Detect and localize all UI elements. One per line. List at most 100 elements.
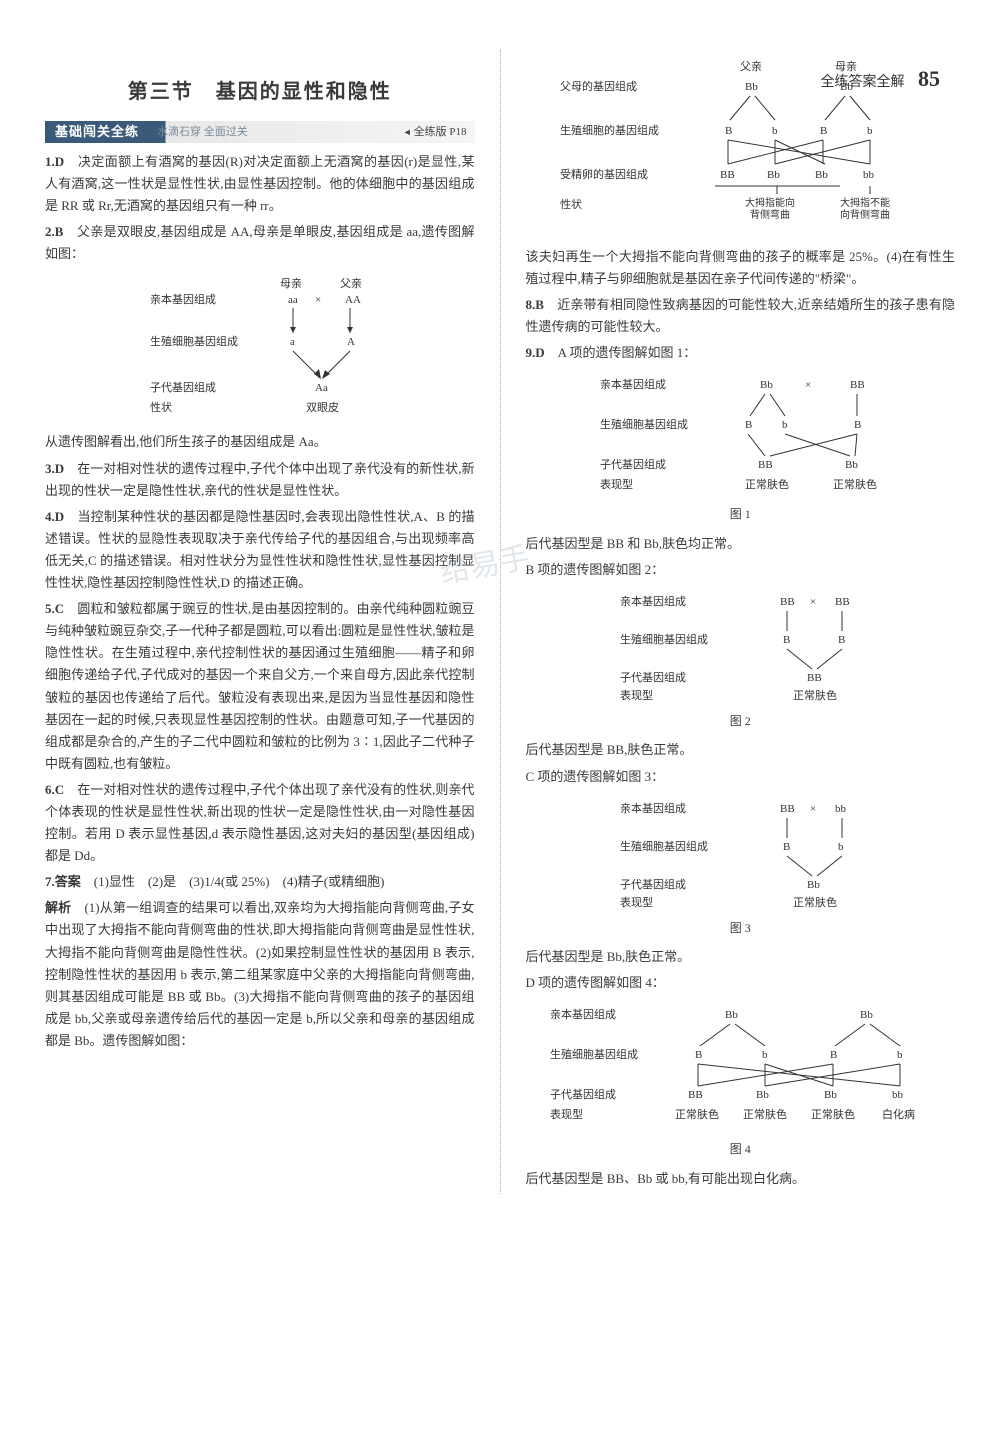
svg-text:背侧弯曲: 背侧弯曲 <box>750 208 790 221</box>
section-title: 第三节 基因的显性和隐性 <box>45 75 475 109</box>
page-body: 第三节 基因的显性和隐性 基础闯关全练 水滴石穿 全面过关 全练版 P18 1.… <box>0 0 1000 1234</box>
svg-text:B: B <box>783 841 790 853</box>
svg-text:B: B <box>830 1049 837 1061</box>
svg-text:BB: BB <box>780 596 795 608</box>
genetics-diagram-9d: 亲本基因组成 Bb Bb 生殖细胞基因组成 B b B b 子代基因组成 BB … <box>526 1002 956 1159</box>
svg-text:Bb: Bb <box>725 1009 738 1021</box>
svg-text:正常肤色: 正常肤色 <box>833 477 877 491</box>
svg-text:Aa: Aa <box>315 382 328 394</box>
svg-text:Bb: Bb <box>845 459 858 471</box>
svg-text:生殖细胞的基因组成: 生殖细胞的基因组成 <box>560 123 659 137</box>
svg-text:×: × <box>810 803 816 815</box>
svg-text:大拇指能向: 大拇指能向 <box>745 196 795 209</box>
q9c-tail: 后代基因型是 Bb,肤色正常。 <box>526 946 956 968</box>
svg-text:BB: BB <box>807 672 822 684</box>
svg-text:表现型: 表现型 <box>620 895 653 909</box>
svg-text:B: B <box>838 634 845 646</box>
svg-text:B: B <box>745 419 752 431</box>
q9b-tail: 后代基因型是 BB,肤色正常。 <box>526 739 956 761</box>
q9b-intro: B 项的遗传图解如图 2： <box>526 559 956 581</box>
svg-text:BB: BB <box>835 596 850 608</box>
q9d-tail: 后代基因型是 BB、Bb 或 bb,有可能出现白化病。 <box>526 1168 956 1190</box>
answer-item-9: 9.D A 项的遗传图解如图 1： <box>526 342 956 364</box>
answer-item-5: 5.C 圆粒和皱粒都属于豌豆的性状,是由基因控制的。由亲代纯种圆粒豌豆与纯种皱粒… <box>45 598 475 775</box>
svg-text:子代基因组成: 子代基因组成 <box>620 877 686 891</box>
svg-text:子代基因组成: 子代基因组成 <box>620 670 686 684</box>
svg-text:b: b <box>772 125 778 137</box>
genetics-diagram-9a: 亲本基因组成 Bb × BB 生殖细胞基因组成 B b B 子代基因组成 BB … <box>526 372 956 524</box>
answer-item-1: 1.D 决定面额上有酒窝的基因(R)对决定面额上无酒窝的基因(r)是显性,某人有… <box>45 151 475 217</box>
svg-text:向背侧弯曲: 向背侧弯曲 <box>840 208 890 221</box>
left-column: 第三节 基因的显性和隐性 基础闯关全练 水滴石穿 全面过关 全练版 P18 1.… <box>45 50 475 1194</box>
svg-text:父亲: 父亲 <box>740 59 762 73</box>
svg-text:生殖细胞基因组成: 生殖细胞基因组成 <box>620 632 708 646</box>
svg-text:a: a <box>290 336 295 348</box>
q9c-intro: C 项的遗传图解如图 3： <box>526 766 956 788</box>
svg-text:B: B <box>820 125 827 137</box>
svg-text:Bb: Bb <box>756 1089 769 1101</box>
svg-text:生殖细胞基因组成: 生殖细胞基因组成 <box>150 334 238 348</box>
svg-text:BB: BB <box>720 169 735 181</box>
svg-text:bb: bb <box>835 803 847 815</box>
svg-text:b: b <box>782 419 788 431</box>
svg-text:aa: aa <box>288 294 298 306</box>
svg-text:正常肤色: 正常肤色 <box>745 477 789 491</box>
answer-item-7-analysis: 解析 (1)从第一组调查的结果可以看出,双亲均为大拇指能向背侧弯曲,子女中出现了… <box>45 897 475 1052</box>
svg-text:正常肤色: 正常肤色 <box>811 1107 855 1121</box>
column-divider <box>500 50 501 1194</box>
svg-text:表现型: 表现型 <box>550 1107 583 1121</box>
banner-label: 基础闯关全练 <box>45 121 149 143</box>
q9a-tail: 后代基因型是 BB 和 Bb,肤色均正常。 <box>526 533 956 555</box>
svg-text:亲本基因组成: 亲本基因组成 <box>550 1007 616 1021</box>
svg-text:亲本基因组成: 亲本基因组成 <box>620 594 686 608</box>
svg-text:×: × <box>315 294 321 306</box>
svg-text:母亲: 母亲 <box>280 276 302 290</box>
answer-item-3: 3.D 在一对相对性状的遗传过程中,子代个体中出现了亲代没有的新性状,新出现的性… <box>45 458 475 502</box>
answer-item-2: 2.B 父亲是双眼皮,基因组成是 AA,母亲是单眼皮,基因组成是 aa,遗传图解… <box>45 221 475 265</box>
svg-text:×: × <box>805 379 811 391</box>
svg-text:性状: 性状 <box>560 197 582 211</box>
fig-caption: 图 2 <box>526 711 956 731</box>
genetics-diagram-q2: 母亲 父亲 亲本基因组成 aa × AA 生殖细胞基因组成 a A 子代基因组成… <box>45 273 475 423</box>
answer-item-6: 6.C 在一对相对性状的遗传过程中,子代个体出现了亲代没有的性状,则亲代个体表现… <box>45 779 475 867</box>
svg-text:BB: BB <box>850 379 865 391</box>
svg-text:BB: BB <box>688 1089 703 1101</box>
page-header: 全练答案全解 85 <box>821 60 941 97</box>
svg-text:B: B <box>783 634 790 646</box>
fig-caption: 图 3 <box>526 918 956 938</box>
svg-text:正常肤色: 正常肤色 <box>793 688 837 702</box>
svg-text:B: B <box>725 125 732 137</box>
svg-text:表现型: 表现型 <box>600 477 633 491</box>
svg-text:子代基因组成: 子代基因组成 <box>550 1087 616 1101</box>
svg-text:亲本基因组成: 亲本基因组成 <box>150 292 216 306</box>
svg-text:正常肤色: 正常肤色 <box>793 895 837 909</box>
svg-text:大拇指不能: 大拇指不能 <box>840 196 890 209</box>
svg-text:子代基因组成: 子代基因组成 <box>600 457 666 471</box>
svg-text:生殖细胞基因组成: 生殖细胞基因组成 <box>550 1047 638 1061</box>
svg-text:生殖细胞基因组成: 生殖细胞基因组成 <box>620 839 708 853</box>
svg-text:Bb: Bb <box>807 879 820 891</box>
svg-text:b: b <box>897 1049 903 1061</box>
svg-text:Bb: Bb <box>767 169 780 181</box>
svg-text:Bb: Bb <box>815 169 828 181</box>
svg-text:AA: AA <box>345 294 361 306</box>
svg-text:Bb: Bb <box>760 379 773 391</box>
diagram-svg: 母亲 父亲 亲本基因组成 aa × AA 生殖细胞基因组成 a A 子代基因组成… <box>110 273 410 423</box>
banner-right: 全练版 P18 <box>403 123 475 142</box>
svg-text:B: B <box>854 419 861 431</box>
practice-banner: 基础闯关全练 水滴石穿 全面过关 全练版 P18 <box>45 121 475 143</box>
svg-text:BB: BB <box>780 803 795 815</box>
section-label: 全练答案全解 <box>821 75 905 90</box>
genetics-diagram-9c: 亲本基因组成 BB × bb 生殖细胞基因组成 B b 子代基因组成 Bb 表现… <box>526 796 956 938</box>
answer-item-4: 4.D 当控制某种性状的基因都是隐性基因时,会表现出隐性性状,A、B 的描述错误… <box>45 506 475 594</box>
svg-text:正常肤色: 正常肤色 <box>743 1107 787 1121</box>
genetics-diagram-9b: 亲本基因组成 BB × BB 生殖细胞基因组成 B B 子代基因组成 BB 表现… <box>526 589 956 731</box>
svg-text:b: b <box>867 125 873 137</box>
svg-text:b: b <box>838 841 844 853</box>
svg-text:生殖细胞基因组成: 生殖细胞基因组成 <box>600 417 688 431</box>
right-column: 父亲 母亲 父母的基因组成 Bb Bb 生殖细胞的基因组成 B b B b <box>526 50 956 1194</box>
svg-text:×: × <box>810 596 816 608</box>
svg-text:父母的基因组成: 父母的基因组成 <box>560 79 637 93</box>
answer-item-8: 8.B 近亲带有相同隐性致病基因的可能性较大,近亲结婚所生的孩子患有隐性遗传病的… <box>526 294 956 338</box>
svg-text:Bb: Bb <box>824 1089 837 1101</box>
